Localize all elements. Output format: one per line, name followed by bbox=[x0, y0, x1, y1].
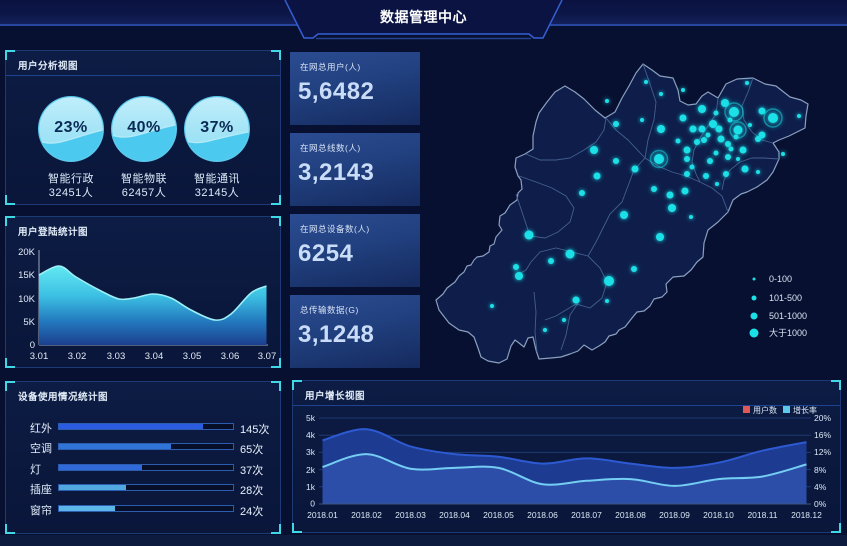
svg-text:3.01: 3.01 bbox=[30, 351, 49, 362]
svg-text:2018.09: 2018.09 bbox=[659, 510, 690, 520]
svg-text:5k: 5k bbox=[306, 413, 316, 423]
svg-text:2018.01: 2018.01 bbox=[307, 510, 338, 520]
svg-text:增长率: 增长率 bbox=[793, 405, 817, 415]
svg-text:0%: 0% bbox=[814, 499, 827, 509]
svg-text:2018.06: 2018.06 bbox=[527, 510, 558, 520]
svg-text:2018.10: 2018.10 bbox=[703, 510, 734, 520]
svg-text:23%: 23% bbox=[54, 119, 88, 136]
svg-text:2k: 2k bbox=[306, 465, 316, 475]
svg-text:3.03: 3.03 bbox=[107, 351, 126, 362]
svg-text:2018.04: 2018.04 bbox=[439, 510, 470, 520]
svg-text:20K: 20K bbox=[18, 247, 36, 258]
svg-text:用户数: 用户数 bbox=[753, 405, 777, 415]
svg-text:4%: 4% bbox=[814, 482, 827, 492]
svg-text:12%: 12% bbox=[814, 447, 831, 457]
svg-text:37%: 37% bbox=[200, 119, 234, 136]
svg-text:2018.12: 2018.12 bbox=[791, 510, 822, 520]
svg-text:8%: 8% bbox=[814, 465, 827, 475]
svg-text:2018.08: 2018.08 bbox=[615, 510, 646, 520]
svg-text:0: 0 bbox=[30, 340, 35, 351]
svg-text:1k: 1k bbox=[306, 482, 316, 492]
svg-text:2018.05: 2018.05 bbox=[483, 510, 514, 520]
svg-text:501-1000: 501-1000 bbox=[769, 311, 807, 321]
svg-text:3.05: 3.05 bbox=[183, 351, 202, 362]
svg-text:101-500: 101-500 bbox=[769, 293, 802, 303]
svg-text:2018.03: 2018.03 bbox=[395, 510, 426, 520]
svg-text:0-100: 0-100 bbox=[769, 274, 792, 284]
svg-text:5K: 5K bbox=[23, 317, 35, 328]
svg-text:3.04: 3.04 bbox=[145, 351, 164, 362]
svg-text:3.07: 3.07 bbox=[258, 351, 277, 362]
svg-text:2018.02: 2018.02 bbox=[351, 510, 382, 520]
svg-text:2018.07: 2018.07 bbox=[571, 510, 602, 520]
svg-text:40%: 40% bbox=[127, 119, 161, 136]
svg-text:3.02: 3.02 bbox=[68, 351, 87, 362]
svg-text:0: 0 bbox=[310, 499, 315, 509]
svg-text:10K: 10K bbox=[18, 294, 36, 305]
svg-text:15K: 15K bbox=[18, 270, 36, 281]
svg-text:4k: 4k bbox=[306, 430, 316, 440]
svg-text:大于1000: 大于1000 bbox=[769, 327, 807, 338]
svg-text:20%: 20% bbox=[814, 413, 831, 423]
svg-text:3.06: 3.06 bbox=[221, 351, 240, 362]
svg-text:16%: 16% bbox=[814, 430, 831, 440]
svg-text:2018.11: 2018.11 bbox=[747, 510, 777, 520]
svg-text:3k: 3k bbox=[306, 447, 316, 457]
